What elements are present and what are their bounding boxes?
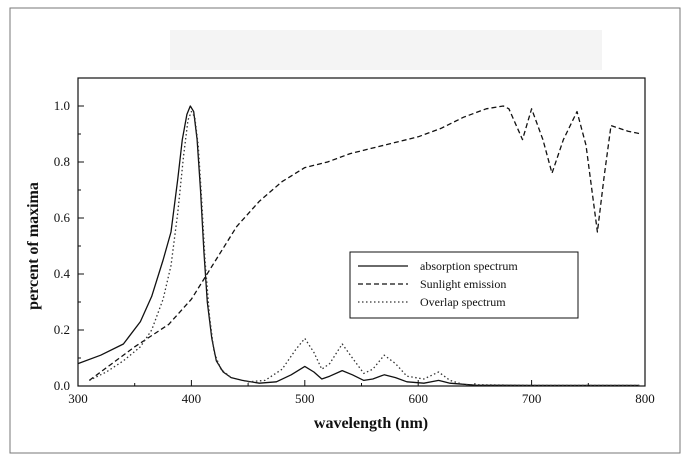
x-tick-label: 300 <box>68 391 88 406</box>
x-tick-label: 600 <box>408 391 428 406</box>
x-tick-label: 400 <box>182 391 202 406</box>
absorption-spectrum-line <box>77 105 640 387</box>
x-tick-label: 500 <box>295 391 315 406</box>
outer-border <box>9 7 681 454</box>
header-blank-box <box>170 30 602 70</box>
y-tick-label: 0.0 <box>54 378 70 393</box>
y-tick-label: 0.8 <box>54 154 70 169</box>
overlap-spectrum-line <box>89 110 640 387</box>
legend-label-absorption: absorption spectrum <box>420 259 518 273</box>
y-tick-label: 0.6 <box>54 210 71 225</box>
legend-label-sunlight: Sunlight emission <box>420 277 506 291</box>
x-tick-label: 700 <box>522 391 542 406</box>
x-tick-label: 800 <box>635 391 655 406</box>
y-tick-label: 0.2 <box>54 322 70 337</box>
y-tick-label: 1.0 <box>54 98 70 113</box>
series-layer <box>77 105 642 387</box>
x-axis-title: wavelength (nm) <box>314 415 428 432</box>
legend: absorption spectrum Sunlight emission Ov… <box>349 251 579 319</box>
axes: 300 400 500 600 700 800 0.0 0.2 0.4 0.6 0.8 1.0 <box>54 77 655 406</box>
legend-box <box>349 251 579 319</box>
legend-label-overlap: Overlap spectrum <box>420 295 506 309</box>
y-axis-title: percent of maxima <box>25 182 42 310</box>
y-tick-label: 0.4 <box>54 266 71 281</box>
